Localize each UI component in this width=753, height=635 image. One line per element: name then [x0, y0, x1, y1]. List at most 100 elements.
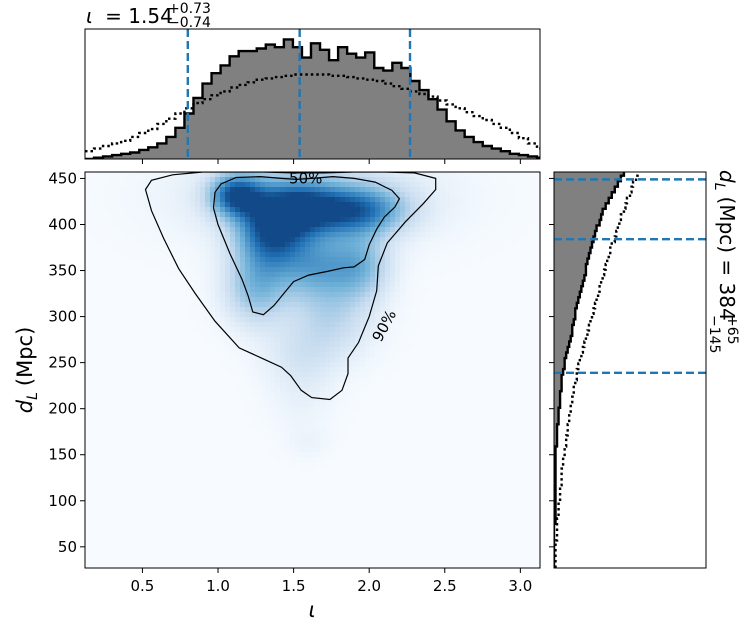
density-cell	[190, 177, 196, 183]
density-cell	[185, 557, 191, 563]
density-cell	[240, 172, 246, 178]
density-cell	[315, 552, 321, 558]
density-cell	[355, 507, 361, 513]
density-cell	[285, 352, 291, 358]
density-cell	[285, 357, 291, 363]
density-cell	[100, 257, 106, 263]
density-cell	[195, 287, 201, 293]
density-cell	[200, 562, 206, 568]
density-cell	[240, 422, 246, 428]
density-cell	[375, 262, 381, 268]
density-cell	[145, 302, 151, 308]
density-cell	[100, 347, 106, 353]
density-cell	[330, 372, 336, 378]
density-cell	[340, 217, 346, 223]
density-cell	[115, 437, 121, 443]
density-cell	[155, 417, 161, 423]
density-cell	[200, 212, 206, 218]
density-cell	[155, 422, 161, 428]
density-cell	[170, 217, 176, 223]
density-cell	[375, 282, 381, 288]
density-cell	[340, 487, 346, 493]
density-cell	[125, 207, 131, 213]
density-cell	[95, 462, 101, 468]
density-cell	[235, 227, 241, 233]
density-cell	[350, 317, 356, 323]
density-cell	[120, 517, 126, 523]
density-cell	[95, 172, 101, 178]
density-cell	[110, 537, 116, 543]
density-cell	[215, 372, 221, 378]
density-cell	[350, 247, 356, 253]
density-cell	[365, 222, 371, 228]
density-cell	[380, 402, 386, 408]
density-cell	[195, 372, 201, 378]
density-cell	[285, 497, 291, 503]
density-cell	[285, 532, 291, 538]
density-cell	[305, 287, 311, 293]
density-cell	[230, 312, 236, 318]
density-cell	[355, 347, 361, 353]
density-cell	[145, 517, 151, 523]
density-cell	[190, 242, 196, 248]
density-cell	[210, 517, 216, 523]
density-cell	[235, 317, 241, 323]
density-cell	[385, 337, 391, 343]
density-cell	[170, 357, 176, 363]
density-cell	[330, 257, 336, 263]
density-cell	[255, 557, 261, 563]
density-cell	[330, 482, 336, 488]
density-cell	[315, 417, 321, 423]
density-cell	[250, 497, 256, 503]
density-cell	[345, 247, 351, 253]
density-cell	[390, 227, 396, 233]
density-cell	[100, 222, 106, 228]
density-cell	[390, 372, 396, 378]
density-cell	[125, 392, 131, 398]
density-cell	[325, 312, 331, 318]
density-cell	[185, 502, 191, 508]
density-cell	[185, 242, 191, 248]
density-cell	[155, 477, 161, 483]
density-cell	[295, 322, 301, 328]
density-cell	[105, 297, 111, 303]
density-cell	[385, 292, 391, 298]
density-cell	[180, 317, 186, 323]
density-cell	[275, 552, 281, 558]
density-cell	[390, 387, 396, 393]
density-cell	[245, 492, 251, 498]
density-cell	[285, 482, 291, 488]
density-cell	[205, 557, 211, 563]
density-cell	[105, 377, 111, 383]
density-cell	[145, 452, 151, 458]
density-cell	[150, 422, 156, 428]
density-cell	[275, 352, 281, 358]
density-cell	[140, 542, 146, 548]
density-cell	[190, 372, 196, 378]
density-cell	[145, 427, 151, 433]
density-cell	[365, 402, 371, 408]
density-cell	[265, 222, 271, 228]
density-cell	[195, 312, 201, 318]
density-cell	[125, 202, 131, 208]
density-cell	[125, 287, 131, 293]
density-cell	[85, 377, 91, 383]
density-cell	[245, 532, 251, 538]
density-cell	[140, 562, 146, 568]
density-cell	[145, 562, 151, 568]
density-cell	[235, 272, 241, 278]
density-cell	[245, 527, 251, 533]
density-cell	[320, 492, 326, 498]
density-cell	[305, 547, 311, 553]
density-cell	[345, 497, 351, 503]
density-cell	[365, 212, 371, 218]
density-cell	[195, 472, 201, 478]
density-cell	[345, 302, 351, 308]
density-cell	[205, 302, 211, 308]
density-cell	[260, 197, 266, 203]
density-cell	[115, 197, 121, 203]
density-cell	[175, 512, 181, 518]
density-cell	[140, 192, 146, 198]
density-cell	[230, 182, 236, 188]
